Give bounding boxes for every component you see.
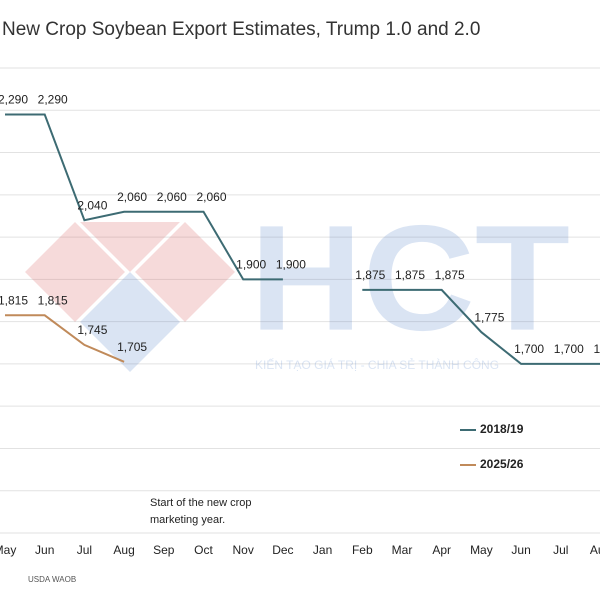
data-label: 1,700 — [554, 342, 584, 356]
annotation: marketing year. — [150, 514, 225, 526]
data-label: 1,815 — [38, 293, 68, 307]
watermark-shape — [80, 272, 180, 372]
watermark-shape — [80, 222, 180, 272]
x-tick-label: Jun — [35, 543, 54, 557]
data-label: 2,060 — [117, 190, 147, 204]
data-label: 1,875 — [355, 268, 385, 282]
watermark-shape — [135, 222, 235, 322]
x-tick-label: May — [470, 543, 493, 557]
series-line — [5, 314, 125, 363]
x-tick-label: Oct — [194, 543, 213, 557]
watermark: HCT KIẾN TẠO GIÁ TRỊ - CHIA SẺ THÀNH CÔN… — [25, 194, 570, 372]
x-tick-label: Nov — [233, 543, 254, 557]
x-tick-label: Jun — [511, 543, 530, 557]
data-label: 1,815 — [0, 293, 28, 307]
data-label: 1,900 — [236, 258, 266, 272]
x-tick-label: Aug — [113, 543, 134, 557]
data-label: 1,875 — [395, 268, 425, 282]
data-label: 1,705 — [117, 340, 147, 354]
chart-title: New Crop Soybean Export Estimates, Trump… — [2, 19, 480, 40]
x-tick-label: Dec — [272, 543, 293, 557]
watermark-logo: HCT — [250, 194, 570, 362]
x-tick-label: Apr — [432, 543, 451, 557]
annotation: Start of the new crop — [150, 497, 252, 509]
legend-label: 2025/26 — [480, 457, 524, 471]
x-tick-label: Feb — [352, 543, 373, 557]
x-tick-label: Aug — [590, 543, 600, 557]
x-tick-label: May — [0, 543, 16, 557]
watermark-shape — [25, 222, 125, 322]
data-label: 2,290 — [38, 93, 68, 107]
series-line — [5, 113, 600, 365]
data-label: 1,700 — [514, 342, 544, 356]
watermark-slogan: KIẾN TẠO GIÁ TRỊ - CHIA SẺ THÀNH CÔNG — [255, 357, 499, 372]
data-label: 2,040 — [77, 198, 107, 212]
x-tick-label: Sep — [153, 543, 175, 557]
data-label: 1,745 — [77, 323, 107, 337]
data-label: 1,900 — [276, 258, 306, 272]
data-label: 2,290 — [0, 93, 28, 107]
source: USDA WAOB — [28, 575, 76, 584]
data-label: 2,060 — [157, 190, 187, 204]
data-label: 2,060 — [196, 190, 226, 204]
x-tick-label: Jan — [313, 543, 332, 557]
legend-label: 2018/19 — [480, 422, 524, 436]
data-label: 1,700 — [593, 342, 600, 356]
data-label: 1,875 — [435, 268, 465, 282]
x-tick-label: Mar — [392, 543, 413, 557]
x-tick-label: Jul — [77, 543, 92, 557]
data-label: 1,775 — [474, 310, 504, 324]
x-tick-label: Jul — [553, 543, 568, 557]
